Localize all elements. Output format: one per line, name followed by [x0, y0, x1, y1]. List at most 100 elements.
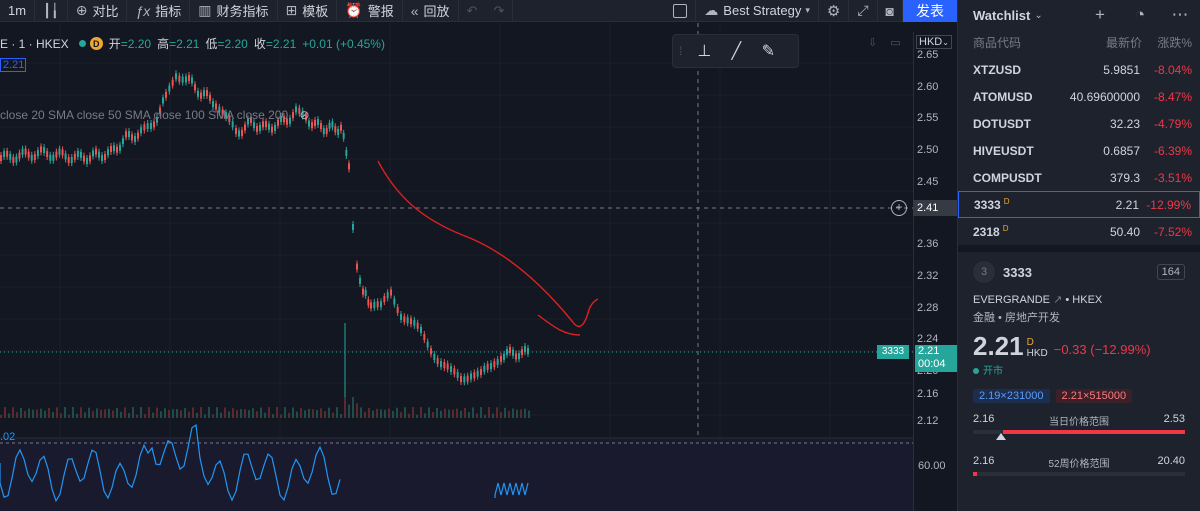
- more-icon[interactable]: ⋯: [1171, 5, 1189, 24]
- details-count-badge[interactable]: 164: [1156, 264, 1185, 280]
- volume-bar: [84, 412, 86, 418]
- candle-body: [165, 91, 167, 98]
- candle-body: [70, 157, 73, 164]
- replay-button[interactable]: « 回放: [403, 0, 459, 22]
- candle-body: [116, 146, 118, 153]
- volume-bar: [376, 408, 378, 418]
- price-axis-tick: 2.36: [917, 238, 939, 250]
- volume-bar: [476, 413, 478, 418]
- candle-body: [92, 150, 94, 157]
- sma-indicator-label[interactable]: close 20 SMA close 50 SMA close 100 SMA …: [0, 108, 310, 122]
- volume-bar: [100, 409, 102, 418]
- pie-chart-icon[interactable]: ◔: [1134, 5, 1146, 24]
- redo-button[interactable]: ↷: [485, 0, 514, 22]
- trend-line-tool-icon[interactable]: ╱: [731, 43, 742, 60]
- eye-hidden-icon[interactable]: ⊘: [299, 108, 310, 122]
- volume-bar: [240, 409, 242, 418]
- templates-button[interactable]: ⊞ 模板: [278, 0, 338, 22]
- candle-body: [110, 146, 112, 153]
- plus-circle-icon: ⊕: [75, 2, 88, 18]
- oscillator-level-label: 60.00: [918, 460, 946, 472]
- watchlist-row[interactable]: COMPUSDT 379.3 -3.51%: [958, 164, 1200, 191]
- watchlist-row[interactable]: XTZUSD 5.9851 -8.04%: [958, 56, 1200, 83]
- price-axis-tick: 2.24: [917, 333, 939, 345]
- row-symbol: ATOMUSD: [973, 89, 1033, 104]
- watchlist-row-selected[interactable]: 3333 D 2.21 -12.99%: [958, 191, 1200, 218]
- volume-bar: [24, 410, 26, 418]
- snapshot-button[interactable]: ◙: [878, 0, 903, 22]
- volume-bar: [324, 411, 326, 418]
- minimize-icon[interactable]: ▭: [890, 37, 901, 49]
- candle-body: [383, 296, 386, 303]
- low-value: =2.20: [217, 36, 248, 51]
- interval-button[interactable]: 1m: [0, 0, 36, 22]
- currency-dropdown[interactable]: HKD⌄: [916, 35, 952, 49]
- candle-body: [241, 129, 243, 136]
- details-change: −0.33 (−12.99%): [1053, 342, 1151, 357]
- candle-body: [256, 125, 258, 132]
- external-link-icon[interactable]: ↗: [1053, 294, 1063, 306]
- candles-icon: ┃╽: [43, 2, 59, 18]
- drag-handle-icon[interactable]: ⁞: [679, 44, 683, 58]
- company-name[interactable]: EVERGRANDE: [973, 294, 1051, 306]
- add-symbol-icon[interactable]: +: [1095, 5, 1105, 24]
- watchlist-row[interactable]: DOTUSDT 32.23 -4.79%: [958, 110, 1200, 137]
- publish-button[interactable]: 发表: [903, 0, 957, 22]
- column-symbol[interactable]: 商品代码: [973, 35, 1022, 50]
- watchlist-row[interactable]: 2318 D 50.40 -7.52%: [958, 218, 1200, 245]
- candle-body: [171, 79, 174, 86]
- status-dot: [973, 368, 979, 374]
- volume-bar: [252, 408, 254, 418]
- chart-type-button[interactable]: ┃╽: [35, 0, 68, 22]
- candle-body: [443, 362, 446, 369]
- watchlist-row[interactable]: HIVEUSDT 0.6857 -6.39%: [958, 137, 1200, 164]
- indicators-button[interactable]: ƒx 指标: [127, 0, 191, 22]
- watchlist-row[interactable]: ATOMUSD 40.69600000 -8.47%: [958, 83, 1200, 110]
- undo-button[interactable]: ↶: [459, 0, 486, 22]
- alerts-button[interactable]: ⏰ 警报: [337, 0, 403, 22]
- day-range-fill: [1002, 430, 1185, 434]
- volume-bar: [196, 412, 198, 418]
- add-plus-button[interactable]: +: [891, 200, 907, 216]
- volume-bar: [216, 407, 218, 418]
- chart-canvas[interactable]: [0, 23, 913, 511]
- volume-bar: [56, 407, 58, 418]
- candle-body: [188, 75, 190, 82]
- layout-button[interactable]: [665, 0, 697, 22]
- price-range-tool-icon[interactable]: ⊥: [697, 43, 712, 60]
- candle-body: [104, 154, 106, 161]
- volume-bar: [312, 409, 314, 418]
- column-last[interactable]: 最新价: [1106, 35, 1143, 50]
- candle-body: [515, 353, 517, 360]
- candle-body: [150, 122, 152, 129]
- price-axis[interactable]: 2.652.602.552.502.452.362.322.282.242.20…: [913, 32, 957, 511]
- candle-body: [289, 117, 291, 124]
- candle-body: [134, 135, 136, 142]
- details-symbol[interactable]: 3333: [1003, 264, 1032, 280]
- watchlist-title[interactable]: Watchlist: [973, 7, 1031, 23]
- volume-bar: [292, 407, 294, 418]
- delayed-badge: D: [1003, 197, 1010, 206]
- oscillator-line: [494, 482, 529, 498]
- chevron-down-icon[interactable]: ⌄: [1034, 9, 1043, 21]
- candle-body: [430, 348, 432, 355]
- delayed-flag: D: [1026, 337, 1034, 348]
- brush-tool-icon[interactable]: ✎: [761, 43, 776, 60]
- settings-button[interactable]: ⚙: [819, 0, 850, 22]
- change-value: +0.01 (+0.45%): [302, 36, 385, 51]
- column-change[interactable]: 涨跌%: [1157, 35, 1192, 50]
- financials-button[interactable]: ▥ 财务指标: [190, 0, 278, 22]
- legend-symbol[interactable]: E · 1 · HKEX: [0, 36, 69, 51]
- row-last: 32.23: [1109, 116, 1140, 131]
- panel-divider[interactable]: [958, 245, 1200, 252]
- arrow-down-icon[interactable]: ⇩: [868, 37, 878, 49]
- compare-button[interactable]: ⊕ 对比: [68, 0, 128, 22]
- price-chart[interactable]: [0, 23, 913, 511]
- volume-bar: [48, 407, 50, 418]
- watchlist-actions: + ◔ ⋯: [1080, 5, 1200, 25]
- strategy-button[interactable]: ☁ Best Strategy ▾: [696, 0, 819, 22]
- fullscreen-button[interactable]: ⤢: [849, 0, 878, 22]
- candle-body: [446, 363, 449, 370]
- volume-bar: [152, 412, 154, 418]
- candle-body: [416, 322, 419, 329]
